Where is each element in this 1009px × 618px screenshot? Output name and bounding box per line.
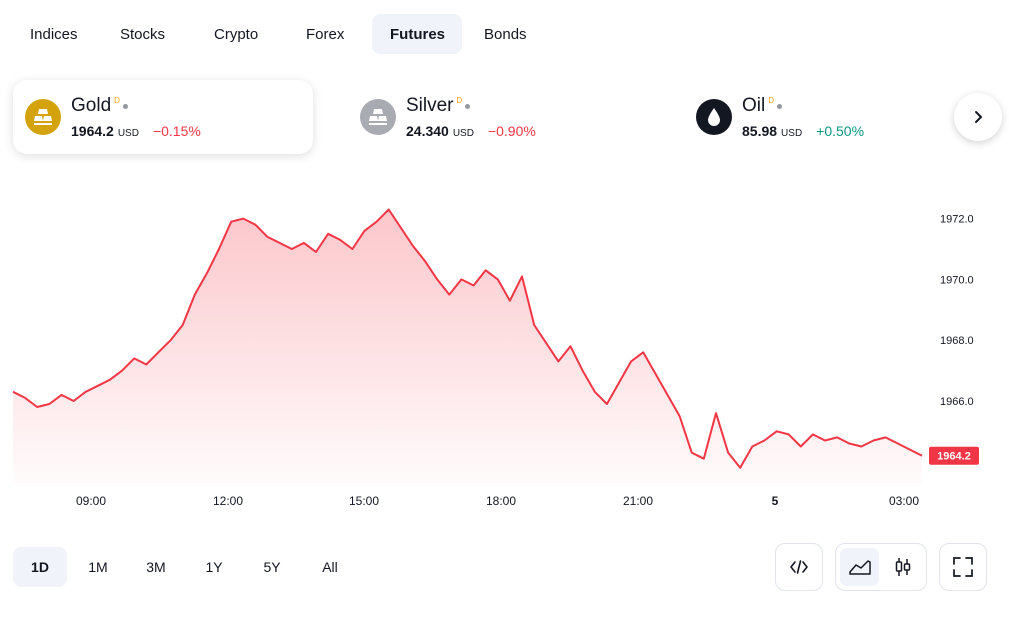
market-status-dot [122,104,128,109]
x-tick-label: 18:00 [486,494,516,508]
tab-forex[interactable]: Forex [306,25,345,43]
range-1y[interactable]: 1Y [205,559,223,575]
price-line [12,208,923,469]
symbol-name: Silver [406,95,454,116]
oil-drop-icon [696,99,732,135]
y-tick-label: 1970.0 [940,274,974,286]
tab-bonds[interactable]: Bonds [484,25,527,43]
range-1m[interactable]: 1M [88,559,108,575]
last-price-badge [929,446,979,465]
symbol-currency: USD [452,128,474,139]
candlestick-chart-button[interactable] [883,548,922,586]
range-3m[interactable]: 3M [146,559,166,575]
code-embed-icon [790,560,808,574]
y-tick-label: 1968.0 [940,335,974,347]
y-tick-label: 1972.0 [940,214,974,226]
tab-futures[interactable]: Futures [372,14,462,54]
fullscreen-icon [953,557,973,577]
market-status-dot [777,104,783,109]
x-tick-label: 03:00 [889,494,919,508]
symbol-change: −0.15% [152,123,201,139]
gold-bars-icon [25,99,61,135]
price-chart[interactable]: 09:00 12:00 15:00 18:00 21:00 5 03:00 1966.0 19… [0,170,1009,510]
embed-button[interactable] [775,543,823,591]
market-status-dot [465,104,471,109]
range-all[interactable]: All [322,559,338,575]
delayed-badge: D [114,96,120,105]
symbol-card-silver[interactable]: Silver D 24.340 USD −0.90% [348,80,648,154]
area-chart-button[interactable] [840,548,879,586]
market-tabs: Indices Stocks Crypto Forex Futures Bond… [12,14,545,54]
tab-crypto[interactable]: Crypto [214,25,259,43]
symbol-name: Oil [742,95,766,116]
symbol-currency: USD [781,128,803,139]
price-area-fill [13,209,922,483]
candlestick-icon [895,558,910,576]
symbol-name: Gold [71,95,112,116]
x-tick-label: 5 [772,494,779,508]
range-1d[interactable]: 1D [13,547,67,587]
tab-indices[interactable]: Indices [30,25,78,43]
x-tick-label: 21:00 [623,494,653,508]
symbol-currency: USD [117,128,139,139]
symbol-price: 1964.2 [71,123,114,139]
time-range-selector: 1D 1M 3M 1Y 5Y All [13,547,357,587]
last-price-label: 1964.2 [937,451,971,463]
symbol-change: −0.90% [487,123,536,139]
x-tick-label: 15:00 [349,494,379,508]
y-tick-label: 1966.0 [940,396,974,408]
silver-bars-icon [360,99,396,135]
x-tick-label: 09:00 [76,494,106,508]
range-5y[interactable]: 5Y [263,559,281,575]
symbol-price: 85.98 [742,123,778,139]
delayed-badge: D [768,96,775,105]
tab-stocks[interactable]: Stocks [120,25,166,43]
area-chart-icon [848,560,871,575]
next-symbols-button[interactable] [954,93,1002,141]
fullscreen-button[interactable] [939,543,987,591]
delayed-badge: D [456,96,463,105]
symbol-card-gold[interactable]: Gold D 1964.2 USD −0.15% [13,80,313,154]
chart-type-toggle [835,543,927,591]
x-tick-label: 12:00 [213,494,243,508]
symbol-card-oil[interactable]: Oil D 85.98 USD +0.50% [684,80,934,154]
chevron-right-icon [975,111,982,123]
symbol-change: +0.50% [816,123,865,139]
symbol-price: 24.340 [406,123,449,139]
